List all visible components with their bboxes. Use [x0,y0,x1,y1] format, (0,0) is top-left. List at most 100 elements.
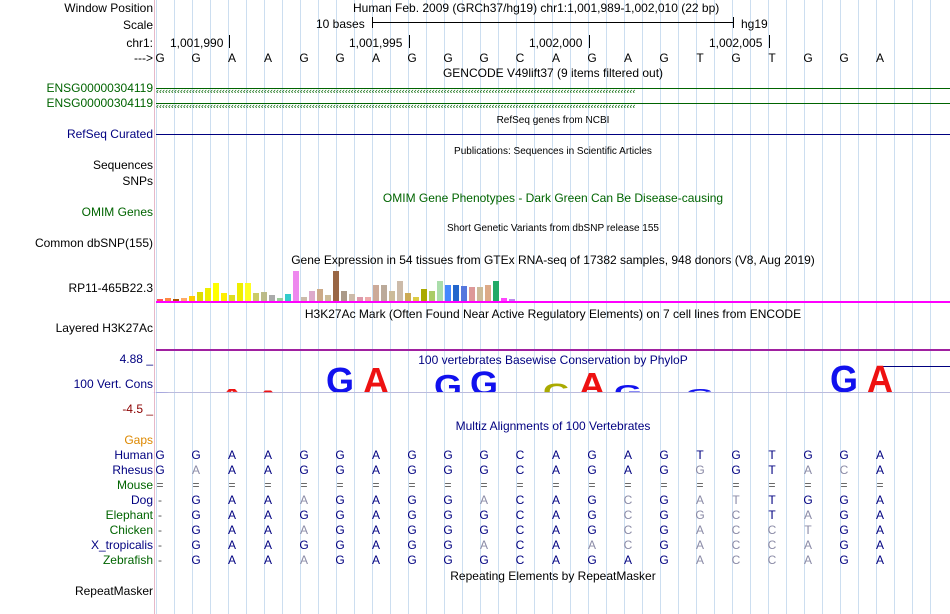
dbsnp-label[interactable]: Common dbSNP(155) [34,236,153,250]
aligned-base: = [768,478,776,492]
sequence-base: T [768,51,776,65]
gtex-bar[interactable] [365,297,371,301]
gridline [354,0,355,614]
gridline [840,0,841,614]
gtex-bar[interactable] [405,293,411,301]
gtex-bar[interactable] [157,299,163,301]
gtex-bar[interactable] [181,298,187,301]
gtex-bar[interactable] [229,295,235,301]
aligned-base: C [731,523,741,537]
phylop-track-title[interactable]: 100 vertebrates Basewise Conservation by… [418,353,688,367]
gtex-bar[interactable] [461,286,467,301]
gtex-bar[interactable] [485,285,491,301]
gtex-bar[interactable] [445,285,451,301]
gtex-bar[interactable] [493,281,499,301]
refseq-gene-line[interactable] [156,134,950,135]
aligned-base: G [839,448,849,462]
species-label[interactable]: Rhesus [112,463,153,477]
aligned-base: A [875,463,884,477]
snps-label[interactable]: SNPs [122,174,153,188]
gtex-bar[interactable] [269,295,275,301]
gtex-bar[interactable] [357,297,363,301]
gtex-bar[interactable] [501,298,507,301]
gtex-bar[interactable] [189,296,195,301]
gtex-bar[interactable] [277,298,283,301]
gaps-label[interactable]: Gaps [124,433,153,447]
gtex-bar[interactable] [221,293,227,301]
multiz-track-title[interactable]: Multiz Alignments of 100 Vertebrates [455,419,651,433]
gencode-transcript[interactable]: ‹‹‹‹‹‹‹‹‹‹‹‹‹‹‹‹‹‹‹‹‹‹‹‹‹‹‹‹‹‹‹‹‹‹‹‹‹‹‹‹… [156,88,950,93]
gtex-bar[interactable] [213,283,219,301]
gtex-bar[interactable] [261,292,267,301]
gtex-bar[interactable] [333,271,339,301]
refseq-label[interactable]: RefSeq Curated [66,127,153,141]
gtex-bar[interactable] [413,297,419,301]
gridline [174,0,175,614]
sequence-base: G [155,51,165,65]
gtex-track-title[interactable]: Gene Expression in 54 tissues from GTEx … [291,253,815,267]
gtex-bar[interactable] [325,295,331,301]
phylop-letter: A [215,387,249,392]
aligned-base: G [479,448,489,462]
gtex-bar[interactable] [205,288,211,301]
species-label[interactable]: Mouse [116,478,153,492]
conservation-label[interactable]: 100 Vert. Cons [73,377,153,391]
gencode-item-label[interactable]: ENSG00000304119 [46,96,153,110]
gtex-bar[interactable] [341,291,347,301]
gtex-bar[interactable] [453,285,459,301]
gridline [858,0,859,614]
gtex-gene-label[interactable]: RP11-465B22.3 [68,281,153,295]
gtex-bar[interactable] [477,287,483,301]
omim-track-title[interactable]: OMIM Gene Phenotypes - Dark Green Can Be… [382,191,724,205]
gtex-bar[interactable] [437,281,443,301]
dbsnp-track-title[interactable]: Short Genetic Variants from dbSNP releas… [447,223,659,234]
species-label[interactable]: Dog [130,493,153,507]
gtex-bar[interactable] [349,294,355,301]
gtex-bar[interactable] [237,283,243,301]
gencode-transcript[interactable]: ‹‹‹‹‹‹‹‹‹‹‹‹‹‹‹‹‹‹‹‹‹‹‹‹‹‹‹‹‹‹‹‹‹‹‹‹‹‹‹‹… [156,103,950,108]
gtex-bar[interactable] [397,281,403,301]
gtex-bar[interactable] [197,292,203,301]
h3k27ac-track-title[interactable]: H3K27Ac Mark (Often Found Near Active Re… [304,307,802,321]
gridline [696,0,697,614]
aligned-base: - [158,553,162,567]
gtex-bar[interactable] [509,299,515,301]
gtex-bar[interactable] [165,298,171,301]
gtex-expression-chart[interactable] [156,268,536,301]
h3k27ac-label[interactable]: Layered H3K27Ac [55,321,153,335]
species-label[interactable]: Human [114,448,153,462]
gridline [498,0,499,614]
gtex-bar[interactable] [469,287,475,301]
aligned-base: A [551,463,560,477]
gencode-track-title[interactable]: GENCODE V49lift37 (9 items filtered out) [442,66,664,80]
refseq-track-title[interactable]: RefSeq genes from NCBI [496,115,610,126]
aligned-base: G [191,448,201,462]
conservation-min-label: -4.5 _ [122,402,153,416]
species-label[interactable]: Chicken [109,523,153,537]
sequences-label[interactable]: Sequences [92,158,153,172]
gtex-bar[interactable] [173,299,179,301]
gtex-bar[interactable] [421,289,427,301]
gtex-bar[interactable] [285,294,291,301]
gtex-bar[interactable] [381,285,387,301]
repeatmasker-track-title[interactable]: Repeating Elements by RepeatMasker [450,569,656,583]
species-label[interactable]: Elephant [105,508,153,522]
gtex-bar[interactable] [293,271,299,301]
gtex-bar[interactable] [389,291,395,301]
gtex-bar[interactable] [373,285,379,301]
aligned-base: G [335,538,345,552]
publications-track-title[interactable]: Publications: Sequences in Scientific Ar… [454,146,652,157]
repeatmasker-label[interactable]: RepeatMasker [74,584,153,598]
omim-label[interactable]: OMIM Genes [81,205,153,219]
gtex-bar[interactable] [317,289,323,301]
gtex-bar[interactable] [245,283,251,301]
gridline [678,0,679,614]
species-label[interactable]: X_tropicalis [90,538,153,552]
gtex-bar[interactable] [253,293,259,301]
gtex-bar[interactable] [429,291,435,301]
aligned-base: G [479,523,489,537]
gtex-bar[interactable] [301,297,307,301]
gtex-bar[interactable] [309,291,315,301]
species-label[interactable]: Zebrafish [102,553,153,567]
gencode-item-label[interactable]: ENSG00000304119 [46,81,153,95]
